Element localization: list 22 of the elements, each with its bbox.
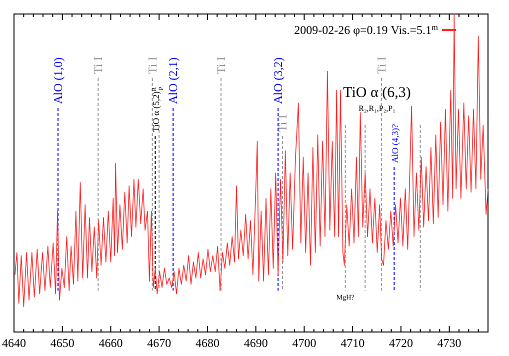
ref-line-label: Ti I xyxy=(214,56,228,74)
ref-line-label: Ti I xyxy=(145,56,160,74)
x-tick-label: 4720 xyxy=(388,336,413,350)
x-tick-label: 4700 xyxy=(292,336,316,350)
x-tick-label: 4710 xyxy=(340,336,365,350)
ref-line-label: AlO (3,2) xyxy=(271,57,286,104)
ref-line-label: AlO (1,0) xyxy=(51,57,66,104)
x-tick-label: 4640 xyxy=(2,336,26,350)
x-tick-label: 4680 xyxy=(195,336,220,350)
ref-line-label: Ti I xyxy=(275,114,290,132)
x-tick-label: 4650 xyxy=(50,336,74,350)
x-tick-label: 4670 xyxy=(147,336,172,350)
annotation: TiO α (6,3) xyxy=(343,85,411,101)
ref-line-label: Ti I xyxy=(374,56,389,74)
x-tick-label: 4730 xyxy=(437,336,462,350)
x-tick-label: 4690 xyxy=(244,336,268,350)
ref-line-label: AlO (2,1) xyxy=(166,57,180,104)
x-tick-label: 4660 xyxy=(98,336,123,350)
annotation: R₂,R₁,P₂,P₁ xyxy=(358,104,396,113)
ref-line-label: AlO (4,3)? xyxy=(390,124,400,163)
ref-line-label: Ti I xyxy=(91,56,106,74)
legend-label: 2009-02-26 φ=0.19 Vis.=5.1$^{m}$ xyxy=(294,22,438,37)
